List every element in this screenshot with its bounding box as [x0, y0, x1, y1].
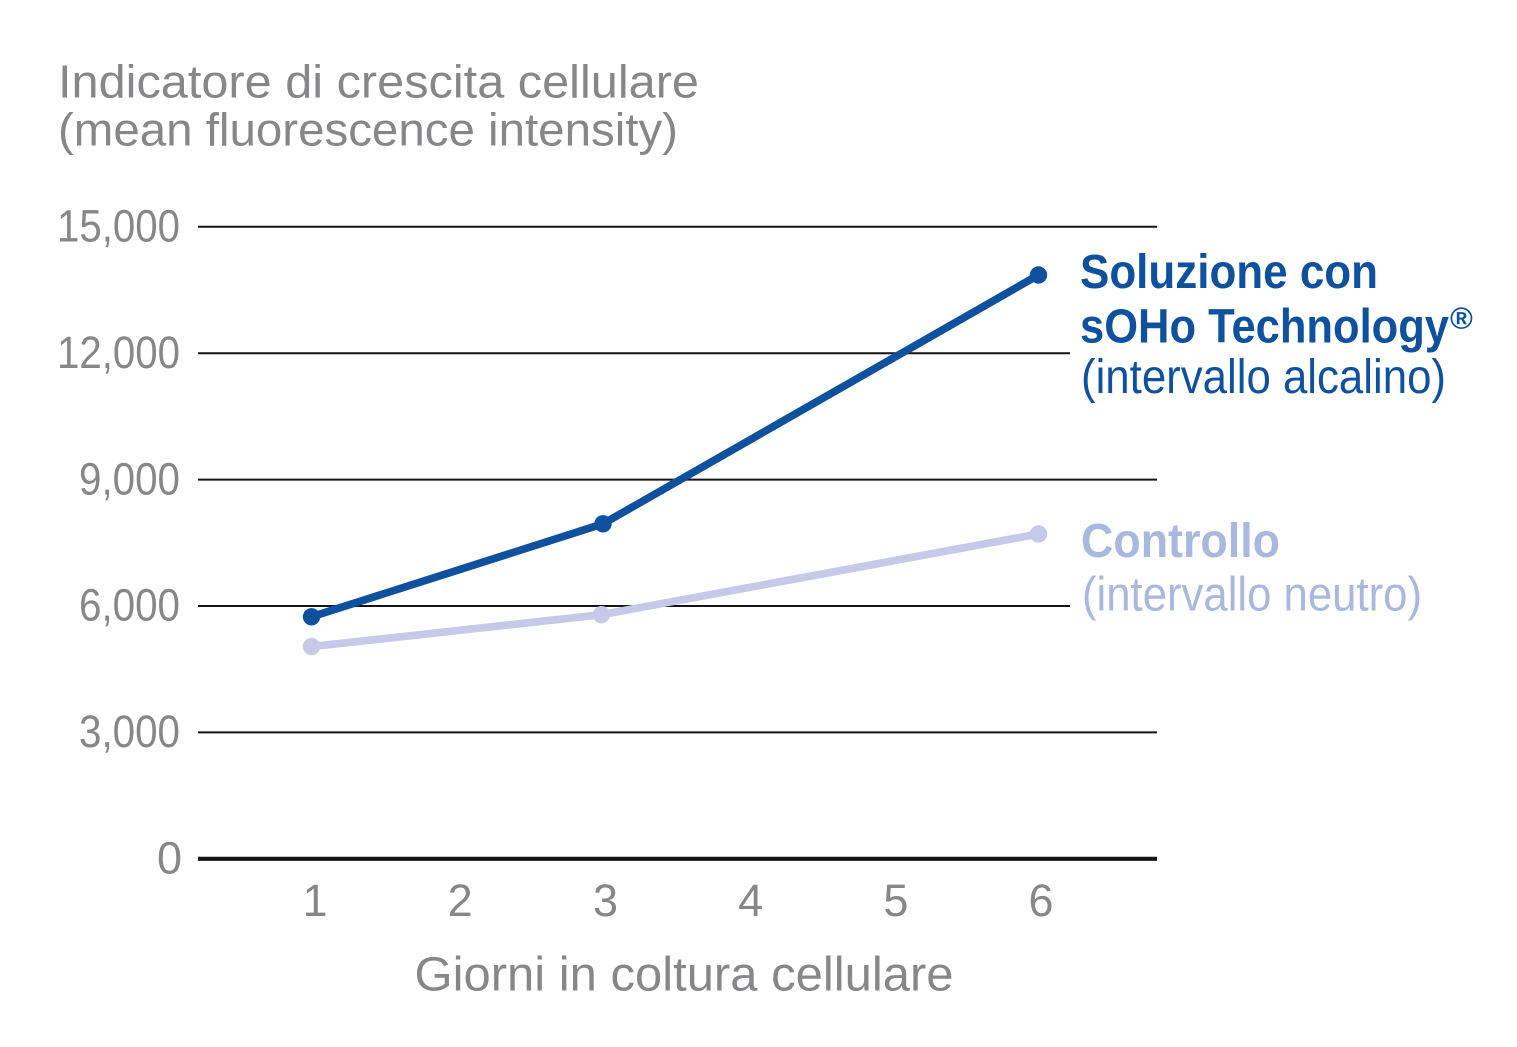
- svg-text:Soluzione con: Soluzione con: [1080, 246, 1378, 299]
- svg-text:0: 0: [157, 833, 182, 884]
- svg-text:(mean fluorescence intensity): (mean fluorescence intensity): [58, 104, 678, 156]
- svg-text:®: ®: [1450, 301, 1473, 336]
- svg-text:3: 3: [593, 875, 618, 926]
- svg-text:Giorni in coltura cellulare: Giorni in coltura cellulare: [415, 948, 954, 1002]
- svg-text:Indicatore di crescita cellula: Indicatore di crescita cellulare: [58, 56, 699, 108]
- svg-text:Controllo: Controllo: [1081, 515, 1280, 568]
- svg-text:2: 2: [448, 875, 473, 926]
- svg-text:6: 6: [1028, 875, 1053, 926]
- svg-text:4: 4: [738, 875, 763, 926]
- svg-text:(intervallo alcalino): (intervallo alcalino): [1081, 351, 1446, 404]
- svg-text:3,000: 3,000: [79, 706, 180, 757]
- svg-text:5: 5: [883, 875, 908, 926]
- svg-text:6,000: 6,000: [79, 580, 180, 631]
- svg-text:15,000: 15,000: [57, 201, 180, 252]
- svg-text:12,000: 12,000: [57, 327, 180, 378]
- svg-text:9,000: 9,000: [79, 453, 180, 504]
- svg-text:sOHo Technology: sOHo Technology: [1080, 300, 1449, 353]
- svg-text:1: 1: [302, 875, 327, 926]
- svg-text:(intervallo neutro): (intervallo neutro): [1082, 569, 1422, 622]
